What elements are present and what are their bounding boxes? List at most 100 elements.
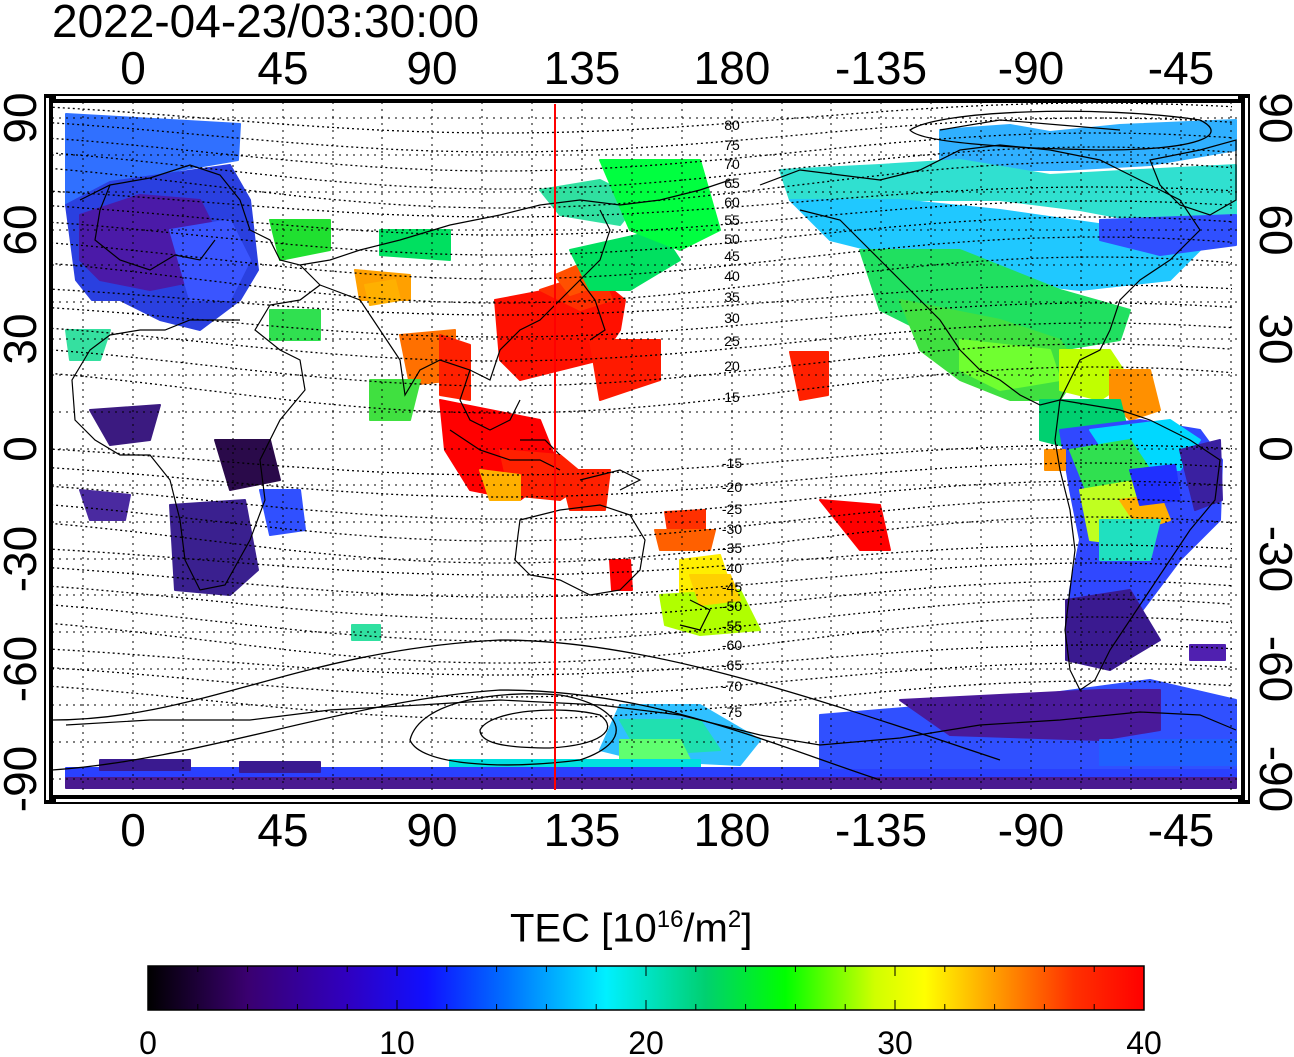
contour-label-21: -50 xyxy=(722,598,742,614)
right-lat-label-5: -60 xyxy=(1250,636,1294,702)
contour-label-26: -75 xyxy=(722,704,742,720)
contour-label-9: 35 xyxy=(724,289,740,305)
tec-patch-30 xyxy=(654,529,716,551)
colorbar-tick-marks xyxy=(147,966,1145,1010)
bottom-longitude-labels: 0 45 90 135 180 -135 -90 -45 xyxy=(120,804,1214,856)
contour-label-22: -55 xyxy=(722,618,742,634)
top-lon-label-3: 135 xyxy=(544,42,621,94)
coastline-3 xyxy=(319,209,611,397)
coastline-6 xyxy=(449,429,561,471)
tec-patch-35 xyxy=(789,351,829,401)
top-longitude-labels: 0 45 90 135 180 -135 -90 -45 xyxy=(120,42,1214,94)
coastline-13 xyxy=(1054,399,1221,691)
colorbar-tick-labels: 0 10 20 30 40 xyxy=(139,1025,1162,1057)
bottom-lon-label-4: 180 xyxy=(694,804,771,856)
tec-patch-5 xyxy=(89,404,161,446)
right-lat-label-2: 30 xyxy=(1250,313,1294,364)
magnetic-contour-10 xyxy=(52,284,1233,316)
tec-patch-14 xyxy=(379,229,451,261)
tec-patch-55 xyxy=(959,339,1061,391)
coastline-12 xyxy=(939,119,1121,131)
tec-patch-40 xyxy=(619,739,691,761)
magnetic-contour-8 xyxy=(52,236,1233,280)
coastline-11 xyxy=(759,144,1201,406)
colorbar-tick-label-1: 10 xyxy=(379,1025,415,1057)
magnetic-contour-16 xyxy=(52,462,1233,498)
tec-patch-6 xyxy=(214,439,281,491)
coastline-9 xyxy=(514,504,646,596)
contour-label-20: -45 xyxy=(722,579,742,595)
magnetic-contour-4 xyxy=(52,161,1233,209)
colorbar-title-exp2: 2 xyxy=(727,906,742,933)
colorbar-title-suffix: ] xyxy=(741,906,753,951)
tec-patch-37 xyxy=(351,624,381,641)
right-latitude-labels: 90 60 30 0 -30 -60 -90 xyxy=(1250,92,1294,812)
top-lon-label-7: -45 xyxy=(1148,42,1214,94)
left-lat-label-6: -90 xyxy=(0,746,46,812)
contour-label-2: 70 xyxy=(724,156,740,172)
tec-patch-66 xyxy=(1099,519,1161,561)
contour-label-18: -35 xyxy=(722,540,742,556)
coastline-15 xyxy=(1149,139,1237,216)
contour-label-25: -70 xyxy=(722,678,742,694)
colorbar-title: TEC [1016/m2] xyxy=(510,906,752,951)
contour-label-4: 60 xyxy=(724,194,740,210)
coastline-8 xyxy=(579,469,642,491)
tec-patch-9 xyxy=(79,489,131,521)
tec-patch-23 xyxy=(599,159,721,251)
magnetic-contour-13 xyxy=(52,343,1233,387)
bottom-lon-label-1: 45 xyxy=(257,804,308,856)
coastline-10 xyxy=(679,599,711,631)
tec-patch-34 xyxy=(609,559,633,591)
contour-label-11: 25 xyxy=(724,333,740,349)
contour-label-16: -25 xyxy=(722,501,742,517)
right-lat-label-1: 60 xyxy=(1250,204,1294,255)
bottom-lon-label-3: 135 xyxy=(544,804,621,856)
left-lat-label-5: -60 xyxy=(0,636,46,702)
magnetic-contour-9 xyxy=(52,256,1233,304)
colorbar-tick-label-3: 30 xyxy=(877,1025,913,1057)
contour-label-19: -40 xyxy=(722,560,742,576)
magnetic-contour-19 xyxy=(52,516,1233,564)
colorbar-tick-label-2: 20 xyxy=(628,1025,664,1057)
magnetic-contour-17 xyxy=(52,480,1233,520)
top-lon-label-5: -135 xyxy=(835,42,927,94)
magnetic-contour-24 xyxy=(52,616,1233,664)
right-lat-label-6: -90 xyxy=(1250,746,1294,812)
magnetic-contour-6 xyxy=(52,200,1233,236)
contour-label-24: -65 xyxy=(722,657,742,673)
magnetic-contour-1 xyxy=(52,117,1233,153)
tec-patch-4 xyxy=(65,329,111,361)
top-lon-label-4: 180 xyxy=(694,42,771,94)
coastline-0 xyxy=(71,164,321,591)
right-lat-label-0: 90 xyxy=(1250,92,1294,143)
polar-contour-3 xyxy=(479,709,609,749)
contour-label-3: 65 xyxy=(724,175,740,191)
bottom-lon-label-0: 0 xyxy=(120,804,146,856)
magnetic-contour-26 xyxy=(52,662,1233,698)
magnetic-contour-27 xyxy=(52,680,1233,720)
contour-label-15: -20 xyxy=(722,479,742,495)
contour-label-17: -30 xyxy=(722,521,742,537)
tec-patch-16 xyxy=(439,334,471,401)
top-lon-label-6: -90 xyxy=(998,42,1064,94)
top-lon-label-2: 90 xyxy=(406,42,457,94)
tec-patch-51 xyxy=(789,199,1201,291)
tec-patch-17 xyxy=(369,379,421,421)
polar-contour-1 xyxy=(52,639,1001,761)
contour-label-13: 15 xyxy=(724,389,740,405)
magnetic-contour-15 xyxy=(52,444,1233,476)
colorbar-title-mid: /m xyxy=(683,906,728,951)
contour-label-5: 55 xyxy=(724,212,740,228)
tec-patch-44 xyxy=(99,759,191,771)
contour-label-8: 40 xyxy=(724,268,740,284)
contour-label-14: -15 xyxy=(722,455,742,471)
tec-data-layer xyxy=(65,113,1237,789)
magnetic-contour-12 xyxy=(52,322,1233,362)
magnetic-contour-14 xyxy=(52,366,1233,414)
coastline-1 xyxy=(94,184,216,271)
left-lat-label-0: 90 xyxy=(0,92,46,143)
contour-label-10: 30 xyxy=(724,310,740,326)
